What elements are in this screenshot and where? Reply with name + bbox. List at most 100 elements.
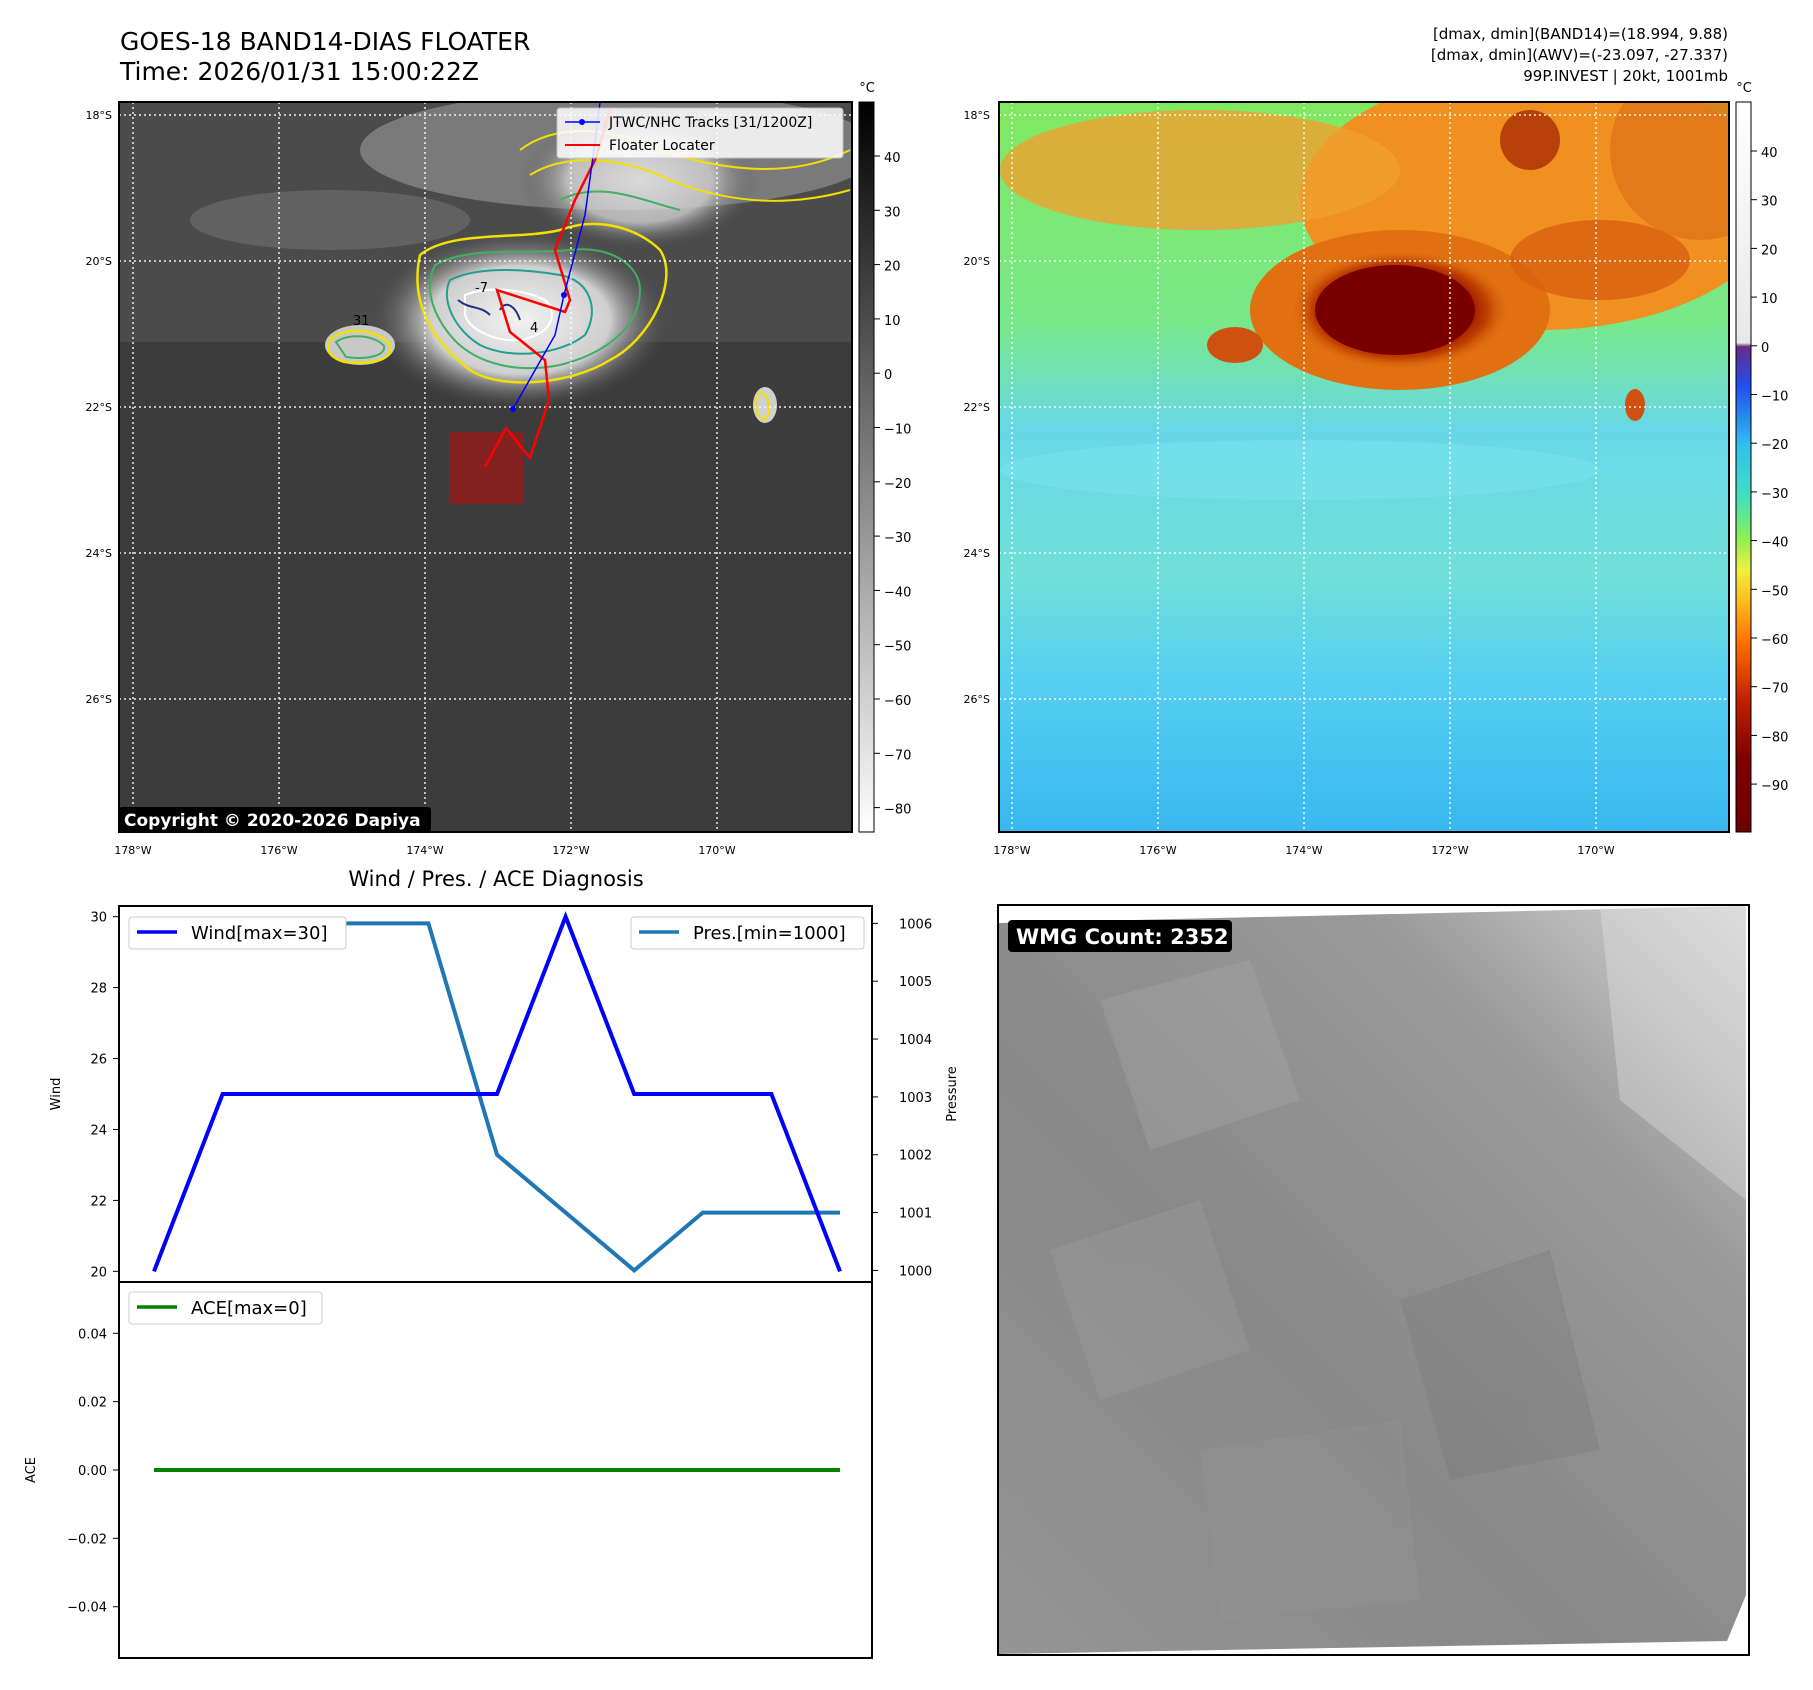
pressure-tick-label: 1001: [899, 1207, 932, 1222]
ir-lat-label: 24°S: [86, 547, 112, 560]
wind-tick-label: 26: [90, 1053, 107, 1068]
colorbar-tick-label: −70: [884, 748, 911, 763]
figure-time: Time: 2026/01/31 15:00:22Z: [119, 57, 479, 86]
figure-title: GOES-18 BAND14-DIAS FLOATER: [120, 27, 530, 56]
colorbar-tick-label: −30: [884, 531, 911, 546]
wind-tick-label: 30: [90, 911, 107, 926]
copyright-text: Copyright © 2020-2026 Dapiya: [124, 811, 421, 831]
ace-axis-label: ACE: [24, 1457, 39, 1483]
wind-axis-label: Wind: [49, 1078, 64, 1111]
ace-tick-label: −0.04: [67, 1601, 107, 1616]
colorbar-tick-label: 40: [884, 151, 901, 166]
wind-legend-label: Wind[max=30]: [191, 923, 328, 944]
stats-band14: [dmax, dmin](BAND14)=(18.994, 9.88): [1433, 25, 1728, 43]
awv-lon-label: 174°W: [1285, 844, 1322, 857]
colorbar-tick-label: 0: [1761, 341, 1769, 356]
colorbar-tick-label: −20: [1761, 438, 1788, 453]
colorbar-tick-label: −50: [884, 640, 911, 655]
pressure-tick-label: 1004: [899, 1033, 932, 1048]
awv-lat-label: 18°S: [964, 109, 990, 122]
colorbar-tick-label: −70: [1761, 682, 1788, 697]
wmg-panel: WMG Count: 2352: [997, 904, 1750, 1656]
colorbar-tick-label: −40: [1761, 536, 1788, 551]
colorbar-tick-label: 20: [1761, 243, 1778, 258]
ir-lat-label: 22°S: [86, 401, 112, 414]
pressure-legend: Pres.[min=1000]: [630, 916, 865, 950]
ace-tick-label: 0.02: [78, 1396, 107, 1411]
awv-lat-label: 20°S: [964, 255, 990, 268]
colorbar-tick-label: 10: [884, 314, 901, 329]
track-point: [561, 292, 567, 298]
contour-label: -7: [475, 281, 488, 296]
floater-box: [449, 432, 523, 504]
ir-lon-label: 174°W: [406, 844, 443, 857]
contour-label: 31: [353, 314, 370, 329]
pressure-legend-label: Pres.[min=1000]: [693, 923, 846, 944]
wind-series-line: [152, 911, 842, 1273]
contour-label: 4: [530, 321, 538, 336]
ir-map-panel: 31 -7 4 JTWC/NHC Tracks [31/1200Z] Float…: [86, 101, 853, 857]
wind-pressure-axes: 30 28 26 24 22 20 1006 1005 1004 1003 1002 1001 100…: [49, 905, 960, 1283]
ir-lat-label: 18°S: [86, 109, 112, 122]
wind-tick-label: 28: [90, 982, 107, 997]
awv-lon-label: 178°W: [993, 844, 1030, 857]
wind-tick-label: 20: [90, 1265, 107, 1280]
colorbar-tick-label: −10: [884, 423, 911, 438]
colorbar-tick-label: −90: [1761, 779, 1788, 794]
awv-lat-label: 26°S: [964, 693, 990, 706]
colorbar-tick-label: 30: [1761, 195, 1778, 210]
ace-tick-label: −0.02: [67, 1532, 107, 1547]
colorbar-tick-label: −80: [1761, 730, 1788, 745]
wind-tick-label: 24: [90, 1123, 107, 1138]
legend-track-label: JTWC/NHC Tracks [31/1200Z]: [608, 115, 812, 131]
ir-lat-label: 20°S: [86, 255, 112, 268]
ir-lon-label: 170°W: [698, 844, 735, 857]
ir-lon-label: 172°W: [552, 844, 589, 857]
colorbar-tick-label: −60: [1761, 633, 1788, 648]
ir-lat-label: 26°S: [86, 693, 112, 706]
ir-legend: JTWC/NHC Tracks [31/1200Z] Floater Locat…: [556, 107, 844, 159]
awv-colorbar-unit: °C: [1736, 81, 1752, 96]
ace-tick-label: 0.04: [78, 1327, 107, 1342]
ace-legend-label: ACE[max=0]: [191, 1298, 307, 1319]
track-point: [510, 406, 516, 412]
colorbar-tick-label: 10: [1761, 292, 1778, 307]
colorbar-tick-label: 40: [1761, 146, 1778, 161]
colorbar-tick-label: 20: [884, 260, 901, 275]
storm-info: 99P.INVEST | 20kt, 1001mb: [1523, 67, 1728, 85]
awv-colorbar: °C 40 30 20 10 0 −10 −20 −30 −40 −50 −60 −70 −80 −90: [1735, 81, 1788, 833]
pressure-tick-label: 1002: [899, 1149, 932, 1164]
wind-legend: Wind[max=30]: [128, 916, 347, 950]
stats-awv: [dmax, dmin](AWV)=(-23.097, -27.337): [1431, 46, 1728, 64]
wmg-count-label: WMG Count: 2352: [1016, 925, 1229, 949]
colorbar-tick-label: −50: [1761, 584, 1788, 599]
colorbar-tick-label: 30: [884, 205, 901, 220]
wind-tick-label: 22: [90, 1194, 107, 1209]
awv-lon-label: 172°W: [1431, 844, 1468, 857]
colorbar-tick-label: 0: [884, 368, 892, 383]
colorbar-tick-label: −10: [1761, 390, 1788, 405]
colorbar-tick-label: −80: [884, 803, 911, 818]
legend-locater-label: Floater Locater: [609, 138, 715, 154]
diagnosis-title: Wind / Pres. / ACE Diagnosis: [348, 867, 643, 891]
colorbar-tick-label: −30: [1761, 487, 1788, 502]
pressure-tick-label: 1005: [899, 975, 932, 990]
awv-lon-label: 170°W: [1577, 844, 1614, 857]
ace-tick-label: 0.00: [78, 1464, 107, 1479]
pressure-tick-label: 1000: [899, 1264, 932, 1279]
ir-colorbar: °C 40 30 20 10 0 −10 −20 −30 −40 −50 −60 −70 −80: [858, 81, 911, 833]
awv-lat-label: 22°S: [964, 401, 990, 414]
colorbar-tick-label: −60: [884, 694, 911, 709]
pressure-tick-label: 1003: [899, 1091, 932, 1106]
pressure-tick-label: 1006: [899, 917, 932, 932]
awv-map-panel: 18°S 20°S 22°S 24°S 26°S 178°W 176°W 174…: [964, 101, 1730, 857]
awv-lat-label: 24°S: [964, 547, 990, 560]
ace-axes: 0.04 0.02 0.00 −0.02 −0.04 ACE ACE[max=0]: [24, 1281, 873, 1659]
awv-lon-label: 176°W: [1139, 844, 1176, 857]
ir-colorbar-unit: °C: [859, 81, 875, 96]
pressure-axis-label: Pressure: [945, 1066, 960, 1122]
ace-legend: ACE[max=0]: [128, 1291, 323, 1325]
colorbar-tick-label: −40: [884, 585, 911, 600]
floater-locater-line: [483, 109, 612, 468]
